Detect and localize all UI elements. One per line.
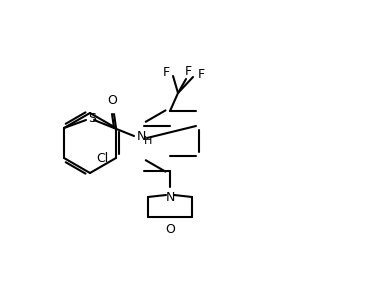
Text: O: O [107,94,117,107]
Text: N: N [165,191,175,204]
Text: F: F [198,69,205,81]
Text: S: S [88,113,96,125]
Text: N: N [137,131,146,144]
Text: F: F [163,66,170,80]
Text: H: H [144,136,152,146]
Text: O: O [165,223,175,236]
Text: Cl: Cl [97,151,109,164]
Text: F: F [184,65,192,78]
